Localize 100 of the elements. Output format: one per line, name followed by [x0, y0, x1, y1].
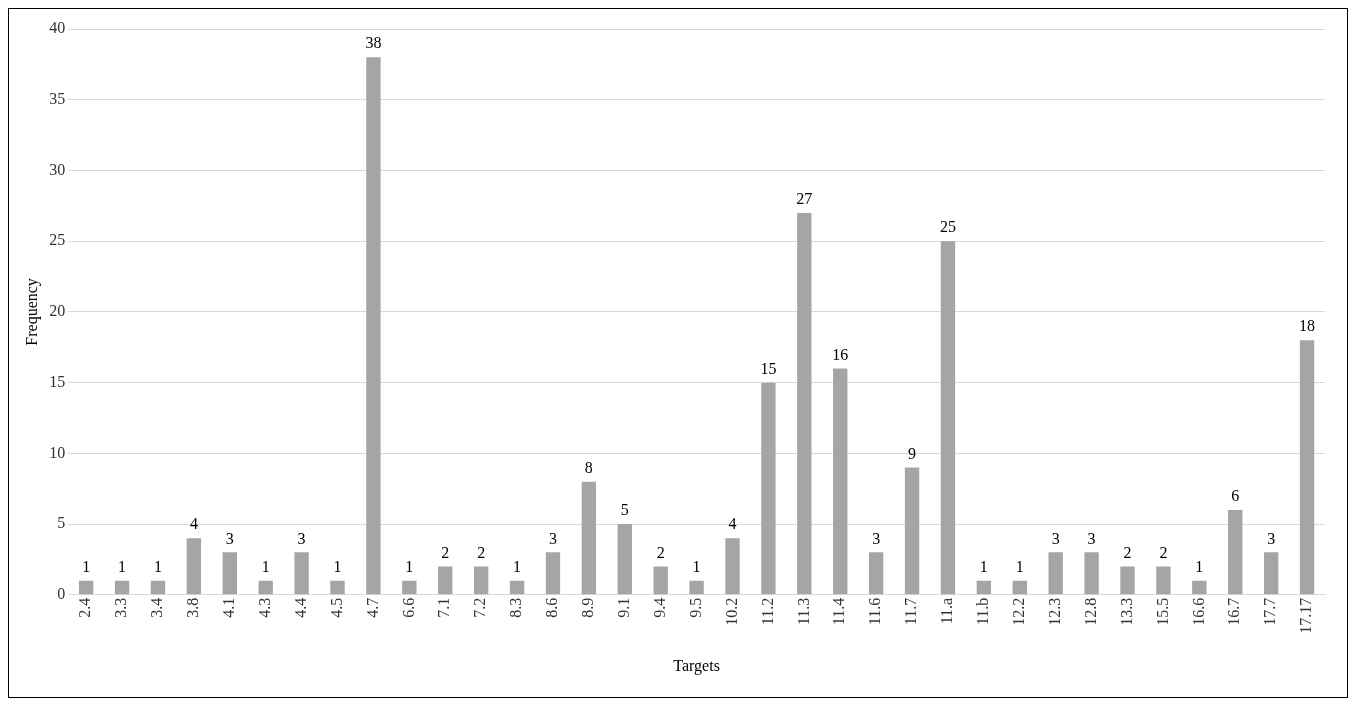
bar: [1084, 552, 1099, 595]
y-tick-label: 10: [49, 443, 66, 461]
data-label: 1: [513, 557, 522, 575]
bar: [797, 212, 812, 595]
data-label: 3: [297, 529, 306, 547]
x-tick-label: 16.6: [1189, 597, 1207, 626]
bar: [653, 566, 668, 595]
data-label: 2: [1159, 543, 1168, 561]
data-label: 8: [584, 458, 593, 476]
data-label: 38: [365, 34, 382, 52]
data-label: 16: [832, 345, 849, 363]
bar: [1120, 566, 1135, 595]
x-tick-label: 16.7: [1225, 597, 1243, 626]
data-label: 1: [405, 557, 414, 575]
x-tick-label: 11.7: [902, 597, 920, 626]
x-tick-label: 17.17: [1297, 597, 1315, 634]
bar: [581, 481, 597, 595]
bar: [509, 580, 525, 595]
x-tick-label: 8.6: [543, 597, 561, 618]
bar: [1048, 552, 1063, 595]
bar: [1263, 552, 1279, 595]
data-label: 3: [1267, 529, 1276, 547]
bar: [1299, 340, 1315, 595]
data-label: 2: [656, 543, 665, 561]
bar: [1012, 580, 1027, 595]
x-tick-label: 7.2: [471, 597, 489, 618]
data-label: 3: [1087, 529, 1096, 547]
x-tick-label: 4.3: [255, 597, 273, 618]
x-tick-label: 7.1: [435, 597, 453, 618]
bar: [258, 580, 273, 595]
x-tick-label: 8.3: [507, 597, 525, 618]
x-tick-label: 12.3: [1045, 597, 1063, 626]
x-tick-label: 9.5: [686, 597, 704, 618]
bar: [222, 552, 237, 595]
x-tick-label: 11.b: [974, 597, 992, 626]
x-tick-label: 10.2: [722, 597, 740, 626]
data-label: 1: [1195, 557, 1204, 575]
x-tick-label: 4.7: [363, 597, 381, 618]
x-tick-label: 12.8: [1081, 597, 1099, 626]
bar: [438, 566, 453, 595]
bar: [833, 368, 848, 595]
data-label: 2: [441, 543, 450, 561]
data-label: 4: [189, 515, 198, 533]
y-axis-title: Frequency: [22, 278, 41, 346]
y-tick-label: 0: [57, 585, 66, 602]
data-label: 1: [1015, 557, 1024, 575]
bar: [1228, 509, 1243, 595]
data-label: 25: [939, 218, 956, 236]
x-tick-label: 3.8: [184, 597, 202, 618]
bar: [868, 552, 884, 595]
data-label: 6: [1231, 487, 1240, 505]
x-tick-label: 4.1: [219, 597, 237, 618]
data-label: 2: [1123, 543, 1132, 561]
x-tick-label: 8.9: [579, 597, 597, 618]
bar: [186, 538, 202, 595]
x-tick-label: 11.2: [758, 597, 776, 626]
data-label: 18: [1299, 317, 1316, 335]
bar: [330, 580, 345, 595]
x-tick-label: 9.1: [614, 597, 632, 618]
data-label: 2: [477, 543, 486, 561]
x-tick-label: 4.4: [291, 597, 309, 618]
x-tick-label: 4.5: [327, 597, 345, 618]
bar: [1192, 580, 1207, 595]
x-tick-label: 3.4: [148, 597, 166, 618]
data-label: 1: [118, 557, 127, 575]
x-tick-label: 9.4: [650, 597, 668, 618]
data-label: 5: [620, 501, 629, 519]
bar: [402, 580, 417, 595]
data-label: 4: [728, 515, 737, 533]
bar: [940, 241, 956, 595]
data-label: 1: [979, 557, 988, 575]
y-tick-label: 5: [57, 514, 66, 532]
y-tick-label: 40: [49, 19, 66, 37]
data-label: 3: [872, 529, 881, 547]
bar: [904, 467, 920, 595]
x-tick-label: 11.a: [938, 597, 956, 625]
bar: [366, 57, 381, 595]
bar: [545, 552, 561, 595]
x-tick-label: 15.5: [1153, 597, 1171, 626]
data-label: 1: [261, 557, 270, 575]
data-label: 3: [1051, 529, 1060, 547]
data-label: 3: [225, 529, 234, 547]
x-tick-label: 11.3: [794, 597, 812, 626]
bar: [689, 580, 704, 595]
bar: [761, 382, 776, 595]
bar: [294, 552, 309, 595]
y-tick-label: 25: [49, 231, 66, 249]
bar: [114, 580, 130, 595]
y-tick-label: 35: [49, 89, 66, 107]
data-label: 1: [333, 557, 342, 575]
x-tick-label: 6.6: [399, 597, 417, 618]
x-axis-title: Targets: [673, 656, 720, 675]
y-tick-label: 30: [49, 160, 66, 178]
data-label: 15: [760, 359, 777, 377]
bar: [78, 580, 94, 595]
data-label: 3: [548, 529, 557, 547]
y-tick-label: 20: [49, 302, 66, 320]
y-tick-label: 15: [49, 372, 66, 390]
bar: [473, 566, 489, 595]
x-tick-label: 11.4: [830, 597, 848, 626]
